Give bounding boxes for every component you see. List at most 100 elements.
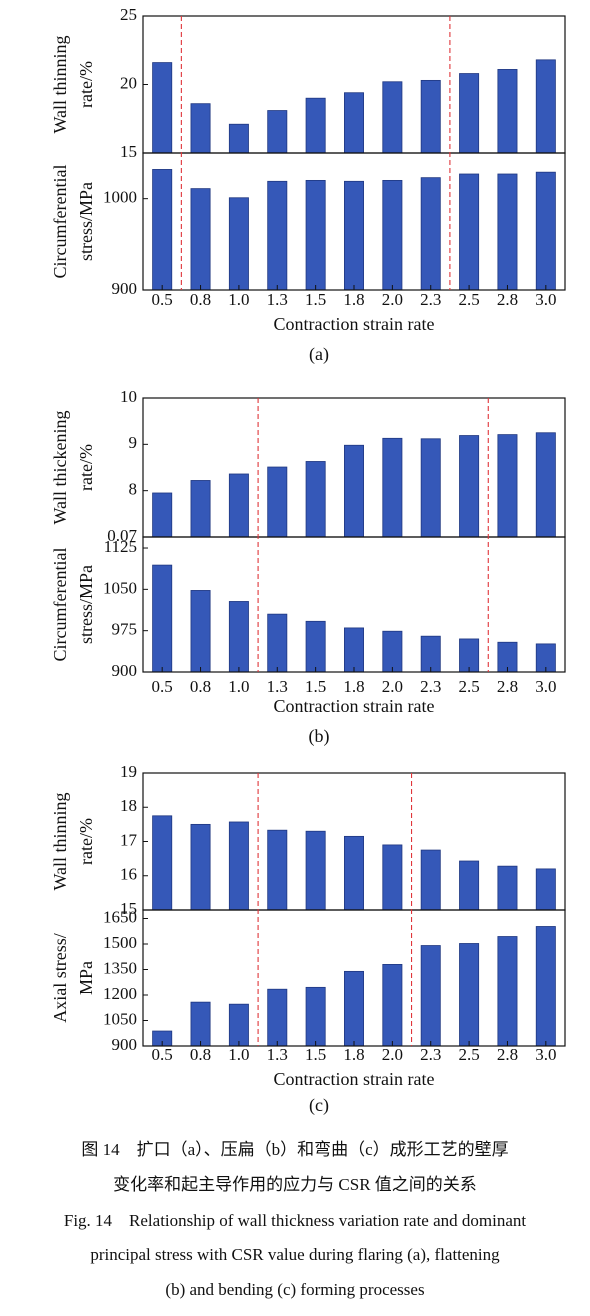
bar xyxy=(497,936,518,1047)
x-tick-label: 2.8 xyxy=(497,677,518,696)
x-tick-label: 3.0 xyxy=(535,290,556,309)
bar xyxy=(382,179,403,291)
y-tick-label: 1125 xyxy=(104,537,137,556)
y-tick-label: 17 xyxy=(120,830,138,849)
bar xyxy=(535,59,556,154)
x-tick-label: 2.8 xyxy=(497,1045,518,1064)
bar xyxy=(420,635,441,673)
bar xyxy=(152,62,173,154)
y-tick-label: 20 xyxy=(120,73,137,92)
x-tick-label: 0.8 xyxy=(190,677,211,696)
bar xyxy=(382,81,403,154)
bar xyxy=(228,473,249,538)
y-axis-label: Circumferential xyxy=(50,548,70,662)
y-tick-label: 25 xyxy=(120,5,137,24)
y-axis-label: MPa xyxy=(76,961,96,995)
bar xyxy=(190,188,211,291)
x-tick-label: 1.5 xyxy=(305,1045,326,1064)
bar xyxy=(305,986,326,1047)
bar xyxy=(152,564,173,673)
y-tick-label: 18 xyxy=(120,796,137,815)
bar xyxy=(344,180,364,291)
y-tick-label: 1000 xyxy=(103,188,137,207)
bar xyxy=(152,492,173,538)
y-axis-label: stress/MPa xyxy=(76,182,96,261)
x-tick-label: 1.0 xyxy=(228,677,249,696)
bar xyxy=(190,103,211,154)
x-axis-label: Contraction strain rate xyxy=(274,1069,435,1089)
y-tick-label: 15 xyxy=(120,142,137,161)
y-tick-label: 975 xyxy=(112,620,138,639)
bar xyxy=(344,627,364,673)
bar xyxy=(305,461,326,538)
x-tick-label: 2.8 xyxy=(497,290,518,309)
bar xyxy=(344,970,364,1047)
x-tick-label: 1.8 xyxy=(343,1045,364,1064)
y-axis-label: rate/% xyxy=(76,444,96,491)
y-tick-label: 1500 xyxy=(103,933,137,952)
y-tick-label: 15 xyxy=(120,899,137,918)
y-tick-label: 900 xyxy=(112,279,138,298)
bar xyxy=(459,860,480,911)
y-tick-label: 900 xyxy=(112,661,138,680)
bar xyxy=(190,590,211,673)
x-tick-label: 1.3 xyxy=(267,290,288,309)
x-tick-label: 1.5 xyxy=(305,677,326,696)
y-tick-label: 16 xyxy=(120,865,137,884)
bar xyxy=(459,173,480,291)
caption-line: Fig. 14 Relationship of wall thickness v… xyxy=(64,1211,526,1230)
y-axis-label: Circumferential xyxy=(50,165,70,279)
y-tick-label: 9 xyxy=(129,433,138,452)
y-axis-label: Wall thinning xyxy=(50,792,70,890)
y-tick-label: 1650 xyxy=(103,907,137,926)
bar xyxy=(497,173,518,291)
bar xyxy=(497,69,518,154)
x-tick-label: 2.0 xyxy=(382,1045,403,1064)
y-tick-label: 0.07 xyxy=(107,526,137,545)
bar xyxy=(535,926,556,1047)
bar xyxy=(497,434,518,538)
caption-line: (b) and bending (c) forming processes xyxy=(165,1280,424,1299)
x-tick-label: 1.3 xyxy=(267,677,288,696)
x-tick-label: 1.0 xyxy=(228,1045,249,1064)
x-tick-label: 0.8 xyxy=(190,1045,211,1064)
x-tick-label: 0.5 xyxy=(152,290,173,309)
bar xyxy=(344,92,364,154)
y-tick-label: 1050 xyxy=(103,1009,137,1028)
bar xyxy=(382,630,403,673)
bar xyxy=(382,437,403,538)
y-tick-label: 10 xyxy=(120,387,137,406)
y-tick-label: 1350 xyxy=(103,958,137,977)
bar xyxy=(267,110,288,154)
x-tick-label: 3.0 xyxy=(535,677,556,696)
bar xyxy=(420,177,441,291)
bar xyxy=(267,829,288,911)
y-tick-label: 8 xyxy=(129,480,138,499)
x-tick-label: 1.5 xyxy=(305,290,326,309)
x-axis-label: Contraction strain rate xyxy=(274,314,435,334)
bar xyxy=(535,868,556,911)
bar xyxy=(497,865,518,911)
bar xyxy=(190,823,211,911)
bar xyxy=(152,169,173,291)
caption-line: 变化率和起主导作用的应力与 CSR 值之间的关系 xyxy=(113,1175,477,1194)
bar xyxy=(305,830,326,911)
x-tick-label: 2.0 xyxy=(382,290,403,309)
bar xyxy=(382,844,403,911)
caption-line: 图 14 扩口（a）、压扁（b）和弯曲（c）成形工艺的壁厚 xyxy=(81,1140,508,1159)
y-tick-label: 900 xyxy=(112,1035,138,1054)
bar xyxy=(228,601,249,673)
y-tick-label: 1050 xyxy=(103,578,137,597)
bar xyxy=(267,466,288,538)
bar xyxy=(267,180,288,291)
x-tick-label: 3.0 xyxy=(535,1045,556,1064)
x-tick-label: 2.5 xyxy=(458,677,479,696)
y-axis-label: Wall thinning xyxy=(50,35,70,133)
bar xyxy=(382,964,403,1047)
bar xyxy=(420,849,441,911)
bar xyxy=(305,97,326,154)
x-tick-label: 1.0 xyxy=(228,290,249,309)
bar xyxy=(228,197,249,291)
